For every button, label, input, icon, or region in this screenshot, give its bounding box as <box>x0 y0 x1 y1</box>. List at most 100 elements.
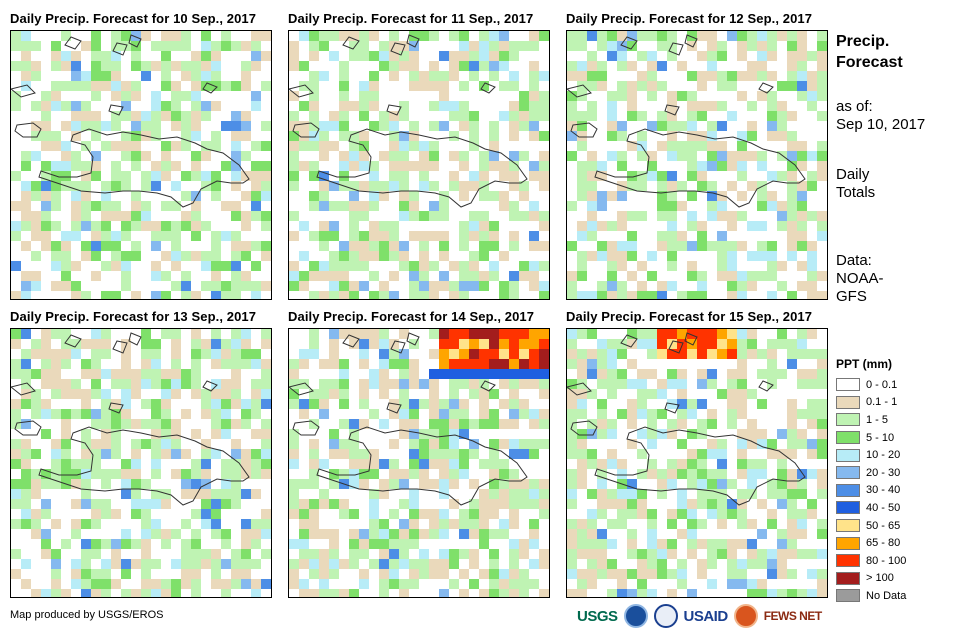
precip-cell <box>677 141 687 151</box>
precip-cell <box>499 379 509 389</box>
precip-cell <box>379 459 389 469</box>
precip-cell <box>349 201 359 211</box>
precip-cell <box>369 231 379 241</box>
precip-cell <box>151 409 161 419</box>
precip-cell <box>647 389 657 399</box>
precip-cell <box>587 201 597 211</box>
precip-cell <box>31 61 41 71</box>
precip-cell <box>349 51 359 61</box>
precip-cell <box>379 111 389 121</box>
precip-cell <box>687 111 697 121</box>
precip-cell <box>241 539 251 549</box>
precip-cell <box>627 31 637 41</box>
precip-cell <box>499 291 509 299</box>
precip-cell <box>211 569 221 579</box>
precip-cell <box>787 161 797 171</box>
precip-cell <box>657 479 667 489</box>
precip-cell <box>309 231 319 241</box>
precip-cell <box>479 191 489 201</box>
precip-cell <box>707 449 717 459</box>
precip-cell <box>529 539 539 549</box>
precip-cell <box>469 509 479 519</box>
precip-cell <box>309 201 319 211</box>
precip-cell <box>11 519 21 529</box>
precip-cell <box>201 171 211 181</box>
precip-cell <box>667 51 677 61</box>
precip-cell <box>251 379 261 389</box>
precip-cell <box>91 539 101 549</box>
precip-cell <box>91 389 101 399</box>
precip-cell <box>231 81 241 91</box>
precip-cell <box>181 121 191 131</box>
precip-cell <box>607 191 617 201</box>
precip-cell <box>111 291 121 299</box>
precip-cell <box>419 271 429 281</box>
precip-cell <box>429 419 439 429</box>
precip-cell <box>261 439 271 449</box>
precip-cell <box>379 221 389 231</box>
island-coastline <box>202 82 218 94</box>
precip-cell <box>379 121 389 131</box>
precip-cell <box>419 439 429 449</box>
precip-cell <box>339 241 349 251</box>
precip-cell <box>657 429 667 439</box>
precip-cell <box>519 409 529 419</box>
precip-cell <box>71 349 81 359</box>
precip-cell <box>707 549 717 559</box>
precip-cell <box>439 201 449 211</box>
precip-cell <box>519 349 529 359</box>
precip-cell <box>567 519 577 529</box>
precip-cell <box>151 121 161 131</box>
precip-cell <box>151 469 161 479</box>
precip-cell <box>41 399 51 409</box>
precip-cell <box>41 91 51 101</box>
precip-cell <box>787 479 797 489</box>
island-coastline <box>567 84 592 98</box>
precip-cell <box>51 181 61 191</box>
precip-cell <box>509 161 519 171</box>
precip-cell <box>121 459 131 469</box>
precip-cell <box>677 61 687 71</box>
precip-cell <box>349 291 359 299</box>
precip-cell <box>737 71 747 81</box>
precip-cell <box>201 549 211 559</box>
precip-cell <box>677 489 687 499</box>
precip-cell <box>747 41 757 51</box>
precip-cell <box>637 131 647 141</box>
precip-cell <box>51 281 61 291</box>
precip-cell <box>419 379 429 389</box>
precip-cell <box>399 131 409 141</box>
precip-cell <box>329 111 339 121</box>
precip-cell <box>231 359 241 369</box>
precip-cell <box>121 31 131 41</box>
precip-cell <box>519 489 529 499</box>
precip-cell <box>191 459 201 469</box>
precip-cell <box>389 409 399 419</box>
precip-cell <box>181 579 191 589</box>
precip-cell <box>21 81 31 91</box>
precip-cell <box>261 211 271 221</box>
precip-cell <box>131 379 141 389</box>
precip-cell <box>131 291 141 299</box>
precip-cell <box>379 589 389 597</box>
precip-cell <box>489 41 499 51</box>
precip-cell <box>567 379 577 389</box>
precip-cell <box>529 499 539 509</box>
precip-cell <box>71 191 81 201</box>
precip-cell <box>121 359 131 369</box>
precip-cell <box>131 51 141 61</box>
precip-cell <box>161 379 171 389</box>
precip-cell <box>767 589 777 597</box>
precip-cell <box>567 419 577 429</box>
precip-cell <box>231 171 241 181</box>
precip-cell <box>727 559 737 569</box>
precip-cell <box>727 549 737 559</box>
precip-cell <box>777 489 787 499</box>
precip-cell <box>191 469 201 479</box>
precip-cell <box>379 181 389 191</box>
precip-cell <box>419 529 429 539</box>
precip-cell <box>319 359 329 369</box>
precip-cell <box>539 499 549 509</box>
precip-cell <box>637 111 647 121</box>
precip-cell <box>61 469 71 479</box>
